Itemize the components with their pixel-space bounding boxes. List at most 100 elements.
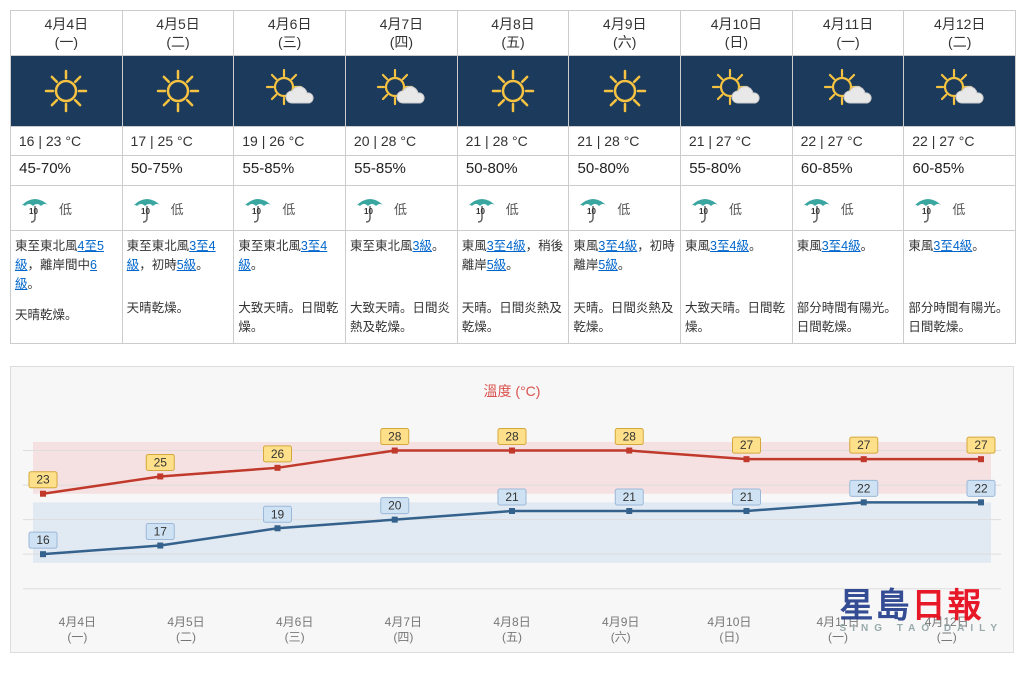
wind-level-link[interactable]: 3至4級 [933, 239, 972, 253]
rain-label: 低 [841, 199, 854, 218]
x-axis-label: 4月11日(一) [784, 615, 893, 646]
temperature-cell: 21 | 27 °C [681, 127, 792, 156]
svg-text:10: 10 [364, 207, 373, 216]
rain-prob-cell: 10 低 [793, 186, 904, 231]
wind-level-link[interactable]: 5級 [177, 258, 196, 272]
forecast-table: 4月4日(一) 16 | 23 °C 45-70% 10 低 東至東北風4至5級… [10, 10, 1016, 344]
date-header: 4月6日(三) [234, 11, 345, 56]
wind-cell: 東至東北風3級。 [346, 231, 457, 293]
weather-desc-cell: 大致天晴。日間炎熱及乾燥。 [346, 293, 457, 343]
date-header: 4月5日(二) [123, 11, 234, 56]
wind-cell: 東風3至4級。 [793, 231, 904, 293]
temperature-cell: 21 | 28 °C [458, 127, 569, 156]
weather-icon-cell [346, 56, 457, 127]
forecast-day-column: 4月6日(三) 19 | 26 °C 55-85% 10 低 東至東北風3至4級… [234, 11, 346, 343]
weather-desc-cell: 天晴乾燥。 [11, 300, 122, 343]
svg-text:10: 10 [476, 207, 485, 216]
temperature-cell: 22 | 27 °C [793, 127, 904, 156]
svg-text:21: 21 [740, 490, 754, 504]
svg-text:27: 27 [740, 438, 754, 452]
svg-text:10: 10 [922, 207, 931, 216]
wind-cell: 東風3至4級，初時離岸5級。 [569, 231, 680, 293]
weather-desc-cell: 天晴乾燥。 [123, 293, 234, 343]
weather-icon-cell [123, 56, 234, 127]
rain-label: 低 [59, 199, 72, 218]
rain-label: 低 [171, 199, 184, 218]
svg-text:23: 23 [36, 473, 50, 487]
wind-level-link[interactable]: 3至4級 [598, 239, 637, 253]
forecast-day-column: 4月10日(日) 21 | 27 °C 55-80% 10 低 東風3至4級。 … [681, 11, 793, 343]
weather-icon-cell [904, 56, 1015, 127]
rain-prob-cell: 10 低 [681, 186, 792, 231]
temperature-cell: 21 | 28 °C [569, 127, 680, 156]
humidity-cell: 60-85% [904, 156, 1015, 186]
wind-level-link[interactable]: 5級 [487, 258, 506, 272]
svg-text:10: 10 [141, 207, 150, 216]
wind-cell: 東風3至4級。 [681, 231, 792, 293]
svg-text:26: 26 [271, 447, 285, 461]
rain-label: 低 [729, 199, 742, 218]
wind-level-link[interactable]: 3至4級 [822, 239, 861, 253]
rain-prob-cell: 10 低 [123, 186, 234, 231]
svg-text:22: 22 [974, 481, 988, 495]
weather-desc-cell: 部分時間有陽光。日間乾燥。 [793, 293, 904, 343]
date-header: 4月9日(六) [569, 11, 680, 56]
x-axis-label: 4月6日(三) [240, 615, 349, 646]
svg-text:21: 21 [623, 490, 637, 504]
forecast-day-column: 4月8日(五) 21 | 28 °C 50-80% 10 低 東風3至4級，稍後… [458, 11, 570, 343]
wind-cell: 東風3至4級，稍後離岸5級。 [458, 231, 569, 293]
humidity-cell: 55-85% [234, 156, 345, 186]
rain-label: 低 [394, 199, 407, 218]
temperature-chart: 232526282828272727161719202121212222 [23, 411, 1001, 611]
wind-level-link[interactable]: 3至4級 [238, 239, 327, 272]
wind-level-link[interactable]: 3級 [413, 239, 432, 253]
forecast-day-column: 4月5日(二) 17 | 25 °C 50-75% 10 低 東至東北風3至4級… [123, 11, 235, 343]
wind-level-link[interactable]: 6級 [15, 258, 97, 291]
wind-cell: 東至東北風3至4級。 [234, 231, 345, 293]
forecast-day-column: 4月12日(二) 22 | 27 °C 60-85% 10 低 東風3至4級。 … [904, 11, 1015, 343]
svg-text:28: 28 [388, 429, 402, 443]
svg-text:10: 10 [587, 207, 596, 216]
rain-prob-cell: 10 低 [458, 186, 569, 231]
rain-label: 低 [282, 199, 295, 218]
wind-cell: 東至東北風3至4級，初時5級。 [123, 231, 234, 293]
wind-level-link[interactable]: 5級 [598, 258, 617, 272]
forecast-day-column: 4月11日(一) 22 | 27 °C 60-85% 10 低 東風3至4級。 … [793, 11, 905, 343]
humidity-cell: 50-80% [569, 156, 680, 186]
temperature-cell: 17 | 25 °C [123, 127, 234, 156]
humidity-cell: 55-85% [346, 156, 457, 186]
weather-icon-cell [234, 56, 345, 127]
wind-cell: 東至東北風4至5級，離岸間中6級。 [11, 231, 122, 299]
wind-level-link[interactable]: 3至4級 [127, 239, 216, 272]
svg-text:22: 22 [857, 481, 871, 495]
x-axis-label: 4月10日(日) [675, 615, 784, 646]
x-axis-label: 4月8日(五) [458, 615, 567, 646]
rain-prob-cell: 10 低 [569, 186, 680, 231]
rain-prob-cell: 10 低 [11, 186, 122, 231]
svg-text:27: 27 [857, 438, 871, 452]
rain-prob-cell: 10 低 [234, 186, 345, 231]
weather-icon-cell [793, 56, 904, 127]
temperature-chart-panel: 溫度 (°C) 23252628282827272716171920212121… [10, 366, 1014, 653]
wind-level-link[interactable]: 3至4級 [487, 239, 526, 253]
svg-text:25: 25 [154, 455, 168, 469]
x-axis-label: 4月4日(一) [23, 615, 132, 646]
humidity-cell: 60-85% [793, 156, 904, 186]
svg-text:10: 10 [252, 207, 261, 216]
date-header: 4月7日(四) [346, 11, 457, 56]
wind-level-link[interactable]: 3至4級 [710, 239, 749, 253]
forecast-day-column: 4月9日(六) 21 | 28 °C 50-80% 10 低 東風3至4級，初時… [569, 11, 681, 343]
svg-text:10: 10 [29, 207, 38, 216]
svg-text:10: 10 [811, 207, 820, 216]
date-header: 4月12日(二) [904, 11, 1015, 56]
weather-desc-cell: 大致天晴。日間乾燥。 [234, 293, 345, 343]
weather-desc-cell: 天晴。日間炎熱及乾燥。 [458, 293, 569, 343]
weather-desc-cell: 天晴。日間炎熱及乾燥。 [569, 293, 680, 343]
date-header: 4月11日(一) [793, 11, 904, 56]
svg-text:21: 21 [505, 490, 519, 504]
temperature-cell: 22 | 27 °C [904, 127, 1015, 156]
x-axis-label: 4月7日(四) [349, 615, 458, 646]
humidity-cell: 50-75% [123, 156, 234, 186]
rain-label: 低 [506, 199, 519, 218]
svg-text:28: 28 [623, 429, 637, 443]
